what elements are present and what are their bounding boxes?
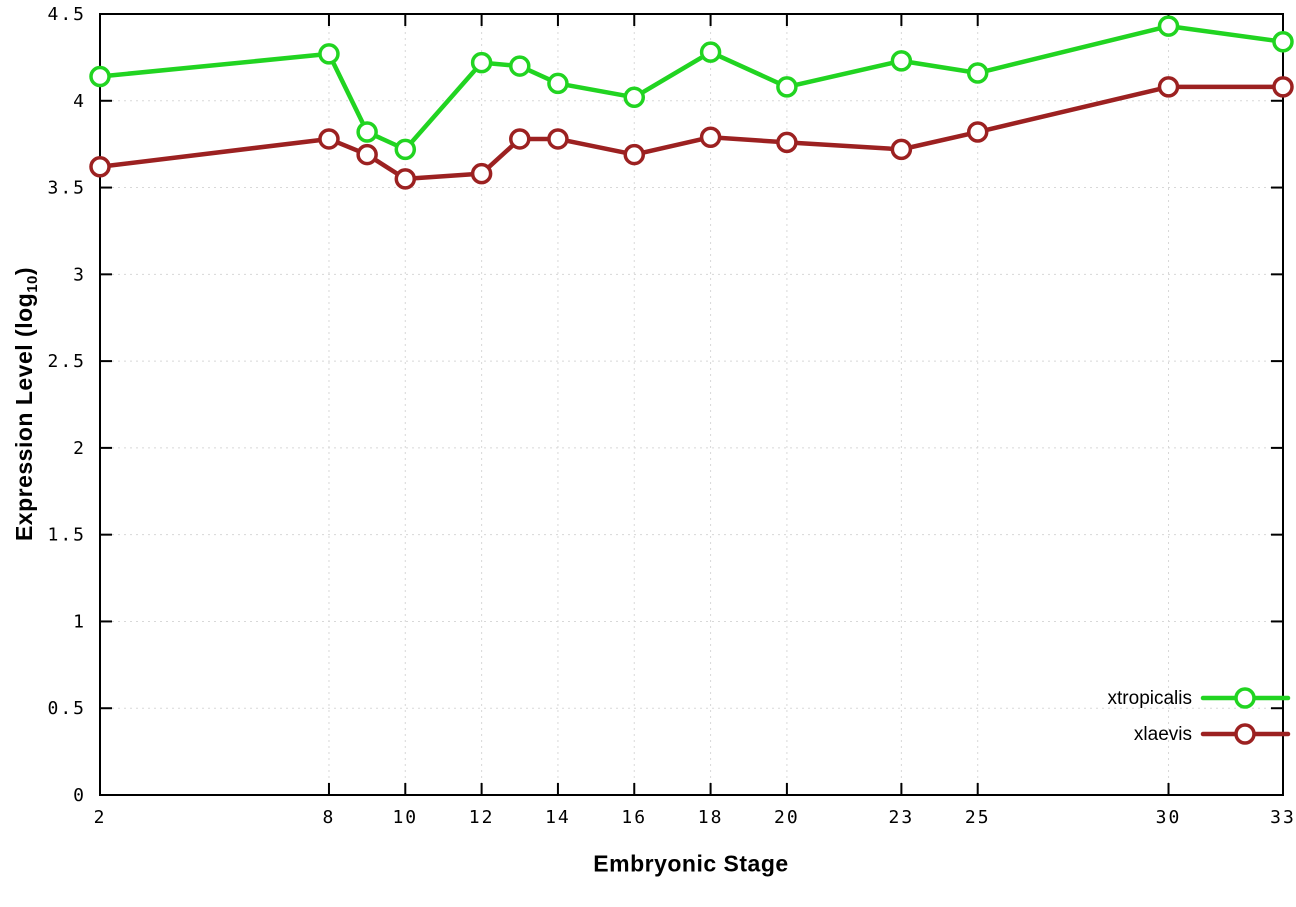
- data-point-xtropicalis: [547, 72, 569, 95]
- data-point-xtropicalis: [890, 50, 913, 72]
- y-tick-label: 0.5: [47, 698, 86, 719]
- data-point-xlaevis: [623, 143, 646, 166]
- data-point-xtropicalis: [1272, 31, 1294, 53]
- x-tick-label: 25: [965, 807, 991, 828]
- y-axis-label-main: Expression Level (log: [11, 292, 37, 542]
- legend-marker-xtropicalis: [1234, 687, 1256, 709]
- y-tick-label: 2.5: [47, 351, 86, 372]
- x-tick-label: 16: [621, 807, 647, 828]
- x-tick-label: 12: [469, 807, 495, 828]
- data-point-xtropicalis: [623, 86, 646, 109]
- y-axis-label: Expression Level (log10): [11, 267, 41, 541]
- series-xtropicalis: [89, 15, 1294, 161]
- y-tick-label: 1.5: [47, 525, 86, 546]
- y-tick-label: 4: [73, 91, 86, 112]
- data-point-xtropicalis: [699, 41, 722, 63]
- data-point-xlaevis: [89, 155, 111, 178]
- data-point-xlaevis: [356, 143, 378, 166]
- x-axis-label: Embryonic Stage: [593, 850, 789, 877]
- x-tick-label: 8: [323, 807, 336, 828]
- data-point-xtropicalis: [966, 62, 989, 84]
- data-point-xlaevis: [470, 162, 493, 185]
- y-tick-label: 2: [73, 438, 86, 459]
- data-point-xtropicalis: [470, 51, 493, 74]
- data-point-xlaevis: [509, 128, 531, 150]
- data-point-xtropicalis: [356, 121, 378, 143]
- x-tick-label: 20: [774, 807, 800, 828]
- data-point-xtropicalis: [318, 43, 340, 65]
- x-tick-label: 18: [698, 807, 724, 828]
- data-point-xlaevis: [1272, 76, 1294, 98]
- series-line-xtropicalis: [97, 23, 1286, 152]
- series-xlaevis: [89, 76, 1294, 190]
- data-point-xlaevis: [966, 121, 989, 143]
- data-point-xlaevis: [318, 128, 340, 150]
- y-tick-label: 4.5: [47, 4, 86, 25]
- data-point-xtropicalis: [394, 138, 417, 161]
- gridlines: [99, 13, 1284, 796]
- legend-label-xtropicalis: xtropicalis: [1108, 688, 1192, 709]
- x-tick-label: 10: [392, 807, 418, 828]
- legend: xtropicalis xlaevis: [1108, 687, 1291, 745]
- axis-ticks: [99, 13, 1284, 796]
- y-tick-label: 3: [73, 264, 86, 285]
- data-point-xtropicalis: [776, 76, 798, 98]
- data-point-xlaevis: [1157, 76, 1180, 98]
- data-point-xtropicalis: [89, 65, 111, 88]
- data-point-xlaevis: [699, 126, 722, 148]
- y-axis-label-subscript: 10: [24, 275, 41, 293]
- tick-labels: 2 8 10 12 14 16 18 20 23 25 30 33 0 0.5 1 1.5 2 2.5 3 3.5 4 4…: [47, 4, 1296, 828]
- data-point-xlaevis: [547, 128, 569, 150]
- plot-border: [99, 13, 1284, 796]
- series-line-xlaevis: [97, 84, 1286, 182]
- data-point-xlaevis: [890, 138, 913, 161]
- data-point-xtropicalis: [509, 55, 531, 77]
- x-tick-label: 23: [889, 807, 915, 828]
- x-tick-label: 30: [1156, 807, 1182, 828]
- data-point-xlaevis: [394, 168, 417, 190]
- y-tick-label: 0: [73, 785, 86, 806]
- y-tick-label: 3.5: [47, 178, 86, 199]
- x-tick-label: 14: [545, 807, 571, 828]
- x-tick-label: 2: [94, 807, 107, 828]
- data-point-xtropicalis: [1157, 15, 1180, 37]
- x-tick-label: 33: [1270, 807, 1296, 828]
- legend-marker-xlaevis: [1234, 723, 1256, 745]
- data-point-xlaevis: [776, 131, 798, 154]
- y-tick-label: 1: [73, 611, 86, 632]
- y-axis-label-close: ): [11, 266, 37, 276]
- legend-label-xlaevis: xlaevis: [1134, 724, 1192, 745]
